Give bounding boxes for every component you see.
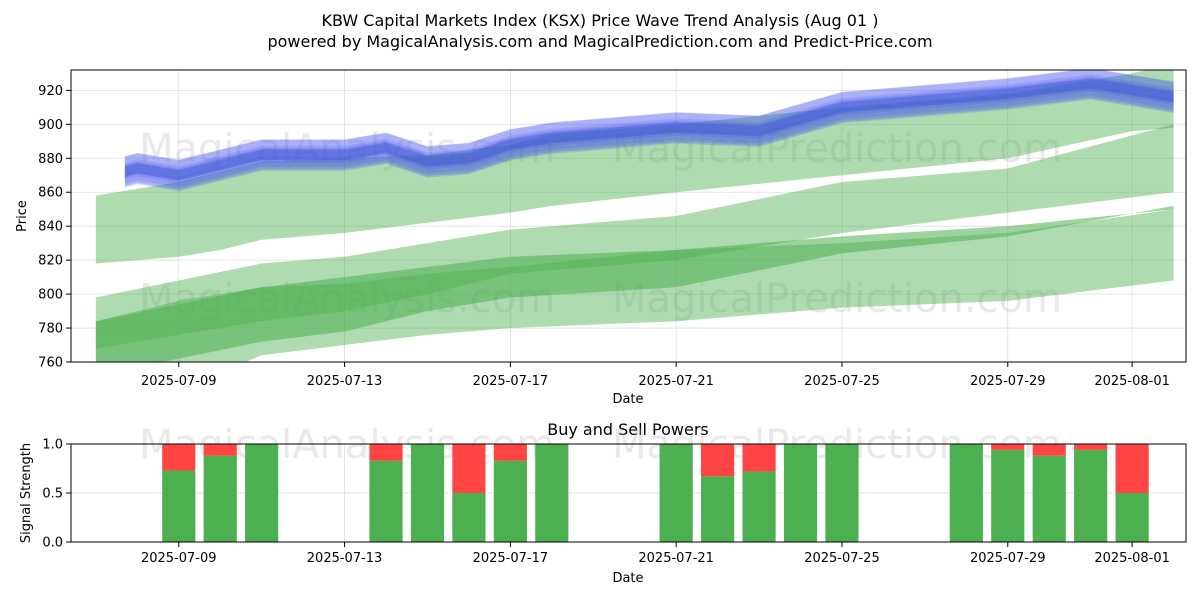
- buy-bar: [701, 476, 735, 542]
- y-tick-label: 920: [38, 84, 63, 99]
- sell-bar: [701, 444, 735, 477]
- x-tick-label: 2025-07-13: [307, 374, 383, 389]
- x-tick-label: 2025-07-25: [804, 551, 880, 566]
- buy-bar: [825, 444, 859, 542]
- buy-bar: [410, 444, 445, 542]
- main-x-ticks: 2025-07-09 2025-07-13 2025-07-17 2025-07-21…: [141, 362, 1170, 389]
- buy-bar: [991, 449, 1025, 542]
- blue-wave-ribbon: [124, 85, 1174, 190]
- y-tick-label: 760: [38, 356, 63, 371]
- main-plot-frame: [70, 69, 1187, 363]
- buy-bar: [1115, 493, 1149, 542]
- chart-title: KBW Capital Markets Index (KSX) Price Wa…: [322, 11, 879, 30]
- blue-wave-ribbon: [124, 77, 1174, 192]
- y-tick-label: 0.5: [42, 487, 63, 502]
- blue-wave-ribbon: [124, 74, 1174, 184]
- sell-bar: [162, 444, 196, 471]
- y-tick-label: 880: [38, 152, 63, 167]
- green-bands: [95, 70, 1174, 362]
- y-tick-label: 0.0: [42, 536, 63, 551]
- y-tick-label: 820: [38, 254, 63, 269]
- signal-chart-title: Buy and Sell Powers: [547, 420, 709, 439]
- watermark-text: MagicalAnalysis.com: [139, 126, 555, 172]
- watermark-text: MagicalPrediction.com: [612, 126, 1062, 172]
- buy-bar: [1074, 449, 1108, 542]
- x-tick-label: 2025-08-01: [1094, 374, 1170, 389]
- buy-bar: [742, 471, 776, 542]
- buy-bar: [245, 444, 279, 542]
- buy-bar: [659, 444, 693, 542]
- sell-bar: [1074, 444, 1108, 450]
- blue-wave-ribbon: [124, 70, 1174, 179]
- sell-bar: [1032, 444, 1066, 456]
- buy-bar: [1032, 455, 1066, 542]
- buy-bar: [493, 460, 527, 542]
- buy-bar: [369, 460, 403, 542]
- blue-waves: [124, 70, 1174, 192]
- upper-green-band: [95, 70, 1174, 264]
- signal-x-ticks: 2025-07-09 2025-07-13 2025-07-17 2025-07-21…: [141, 542, 1170, 566]
- x-tick-label: 2025-07-17: [473, 551, 549, 566]
- x-tick-label: 2025-07-17: [473, 374, 549, 389]
- y-tick-label: 860: [38, 186, 63, 201]
- sell-bar: [742, 444, 776, 472]
- signal-x-axis-label: Date: [612, 571, 643, 586]
- blue-wave-ribbon: [124, 70, 1174, 181]
- sell-bar: [493, 444, 527, 461]
- x-tick-label: 2025-07-09: [141, 551, 217, 566]
- y-tick-label: 1.0: [42, 438, 63, 453]
- blue-wave-ribbon: [124, 70, 1174, 188]
- x-tick-label: 2025-07-29: [970, 551, 1046, 566]
- main-y-axis-label: Price: [15, 200, 30, 232]
- x-tick-label: 2025-07-25: [804, 374, 880, 389]
- signal-bars: [162, 444, 1149, 542]
- main-x-axis-label: Date: [612, 392, 643, 407]
- x-tick-label: 2025-08-01: [1094, 551, 1170, 566]
- signal-y-ticks: 0.0 0.5 1.0: [42, 438, 71, 551]
- sell-bar: [991, 444, 1025, 450]
- y-tick-label: 900: [38, 118, 63, 133]
- blue-wave-core: [124, 78, 1174, 181]
- buy-bar: [452, 493, 486, 542]
- y-tick-label: 780: [38, 322, 63, 337]
- buy-bar: [783, 444, 818, 542]
- x-tick-label: 2025-07-09: [141, 374, 217, 389]
- y-tick-label: 800: [38, 288, 63, 303]
- x-tick-label: 2025-07-21: [638, 551, 714, 566]
- dark-green-band: [95, 205, 1174, 362]
- chart-subtitle: powered by MagicalAnalysis.com and Magic…: [267, 32, 932, 51]
- main-y-ticks: 760 780 800 820 840 860 880 900 920: [38, 84, 71, 371]
- sell-bar: [1115, 444, 1149, 493]
- lower-green-band: [95, 209, 1174, 362]
- blue-wave-ribbon: [124, 76, 1174, 191]
- x-tick-label: 2025-07-29: [970, 374, 1046, 389]
- buy-bar: [535, 444, 569, 542]
- signal-y-axis-label: Signal Strength: [19, 443, 34, 543]
- sell-bar: [203, 444, 237, 456]
- y-tick-label: 840: [38, 220, 63, 235]
- buy-bar: [162, 470, 196, 542]
- sell-bar: [369, 444, 403, 461]
- x-tick-label: 2025-07-13: [307, 551, 383, 566]
- x-tick-label: 2025-07-21: [638, 374, 714, 389]
- buy-bar: [203, 455, 237, 542]
- watermark-text: MagicalAnalysis.com: [139, 422, 555, 468]
- sell-bar: [452, 444, 486, 493]
- buy-bar: [949, 444, 983, 542]
